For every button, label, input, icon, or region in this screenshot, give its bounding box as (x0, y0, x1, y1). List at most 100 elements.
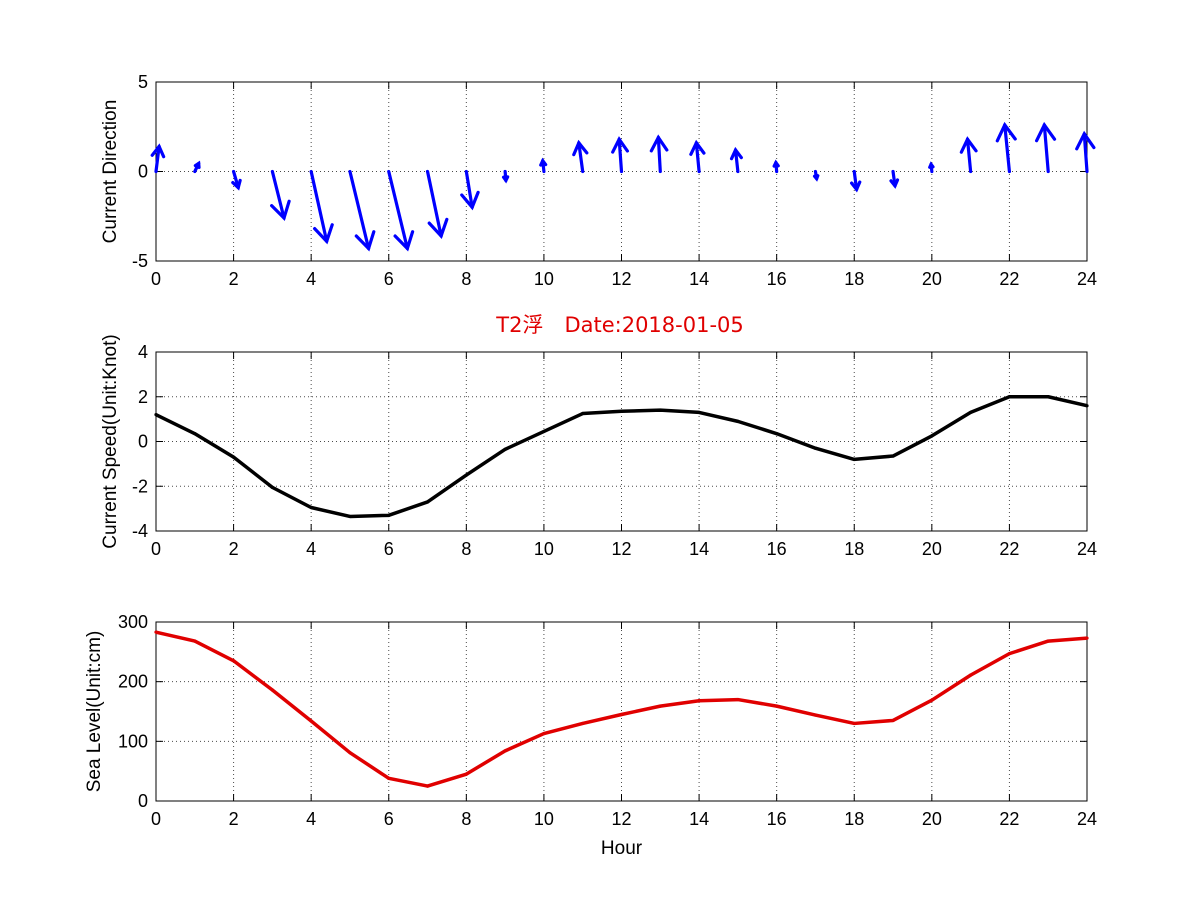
x-tick-label: 8 (461, 809, 471, 829)
data-point (930, 434, 934, 438)
data-point (154, 413, 158, 417)
x-tick-label: 10 (534, 809, 554, 829)
arrow-shaft (464, 169, 474, 209)
arrow-head (1075, 130, 1096, 151)
x-tick-label: 24 (1077, 269, 1097, 289)
arrow-head (729, 146, 743, 161)
direction-arrow (689, 139, 706, 174)
y-axis-label: Sea Level(Unit:cm) (84, 631, 105, 793)
x-tick-label: 2 (229, 269, 239, 289)
data-point (891, 718, 895, 723)
data-point (270, 485, 274, 489)
direction-arrow (539, 157, 548, 174)
direction-arrow (231, 169, 242, 191)
arrow-shaft (965, 137, 973, 174)
chart-title: T2浮 Date:2018-01-05 (495, 313, 744, 337)
x-tick-label: 8 (461, 269, 471, 289)
y-tick-label: -4 (132, 521, 148, 541)
direction-arrow (1035, 121, 1057, 174)
data-point (775, 704, 779, 708)
x-tick-label: 24 (1077, 539, 1097, 559)
arrow-shaft (656, 135, 662, 174)
direction-arrow (501, 169, 510, 184)
x-tick-label: 2 (229, 809, 239, 829)
arrow-head (427, 217, 449, 239)
y-tick-label: 100 (118, 731, 148, 751)
x-tick-label: 4 (306, 269, 316, 289)
data-point (542, 731, 546, 736)
arrow-head (959, 136, 978, 154)
data-point (1085, 636, 1089, 640)
direction-arrow (928, 161, 935, 174)
direction-arrow (572, 139, 589, 174)
arrow-head (354, 230, 376, 252)
data-point (891, 454, 895, 458)
x-tick-label: 20 (922, 809, 942, 829)
arrow-shaft (617, 137, 624, 174)
data-point (619, 712, 624, 717)
direction-arrow (150, 143, 166, 174)
data-point (736, 419, 740, 423)
arrow-shaft (694, 141, 701, 174)
data-point (1085, 404, 1089, 408)
data-point (969, 673, 973, 677)
data-point (1007, 395, 1012, 399)
data-point (852, 721, 856, 726)
arrow-head (231, 178, 242, 191)
direction-arrow (460, 169, 480, 211)
x-tick-label: 6 (384, 269, 394, 289)
arrow-head (313, 223, 334, 245)
arrow-head (689, 139, 706, 156)
x-tick-label: 0 (151, 269, 161, 289)
data-point (270, 688, 274, 692)
x-tick-label: 12 (611, 269, 631, 289)
arrow-head (460, 190, 480, 211)
data-point (425, 784, 430, 788)
direction-arrow (387, 169, 415, 252)
x-tick-label: 0 (151, 809, 161, 829)
x-axis-label: Hour (601, 838, 643, 859)
direction-arrow (729, 146, 743, 174)
arrow-head (270, 199, 291, 222)
data-point (581, 721, 585, 726)
x-tick-label: 24 (1077, 809, 1097, 829)
data-point (1046, 639, 1050, 643)
x-tick-label: 22 (999, 809, 1019, 829)
x-tick-label: 8 (461, 539, 471, 559)
data-point (697, 410, 701, 415)
y-tick-label: 200 (118, 672, 148, 692)
data-point (658, 704, 662, 708)
x-tick-label: 14 (689, 809, 709, 829)
data-point (193, 639, 197, 643)
data-point (1046, 395, 1050, 399)
data-point (542, 429, 546, 434)
direction-arrow (889, 169, 900, 189)
x-tick-label: 2 (229, 539, 239, 559)
data-point (969, 410, 973, 415)
arrow-shaft (154, 144, 161, 174)
x-tick-label: 12 (611, 539, 631, 559)
data-point (775, 432, 779, 436)
y-axis-label: Current Direction (100, 100, 121, 244)
data-point (1007, 652, 1012, 656)
arrow-head (193, 160, 201, 169)
data-point (231, 659, 236, 663)
x-tick-label: 0 (151, 539, 161, 559)
arrow-shaft (1042, 123, 1050, 174)
y-tick-label: 5 (138, 72, 148, 92)
x-tick-label: 22 (999, 539, 1019, 559)
data-point (736, 697, 740, 702)
data-point (231, 455, 236, 459)
x-tick-label: 18 (844, 539, 864, 559)
arrow-shaft (577, 141, 585, 174)
direction-arrow (850, 169, 862, 193)
x-tick-label: 16 (767, 809, 787, 829)
arrow-shaft (733, 148, 740, 174)
data-point (348, 514, 352, 519)
arrow-shaft (387, 169, 409, 251)
x-tick-label: 22 (999, 269, 1019, 289)
y-tick-label: 300 (118, 612, 148, 632)
direction-arrow (959, 136, 978, 174)
